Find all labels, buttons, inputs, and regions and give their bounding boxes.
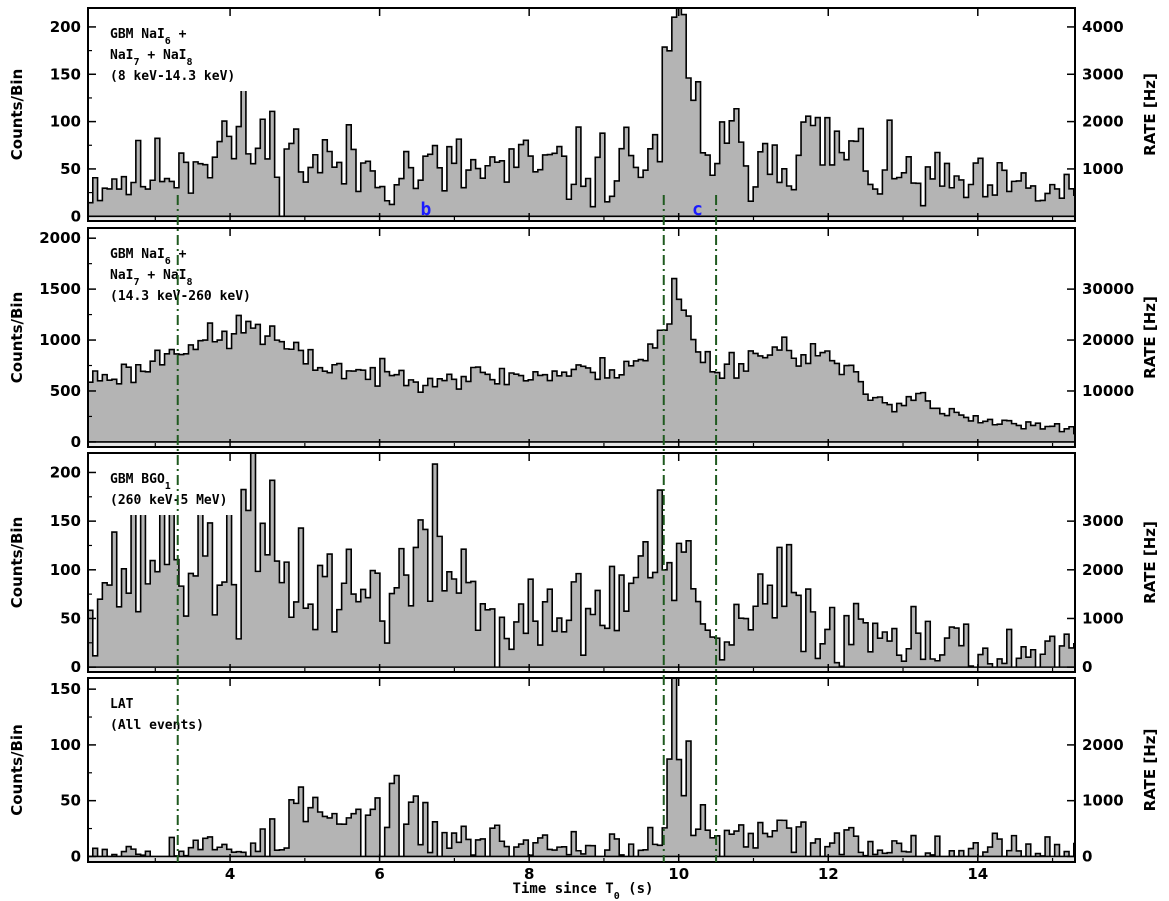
panel-label-line: NaI7 + NaI8	[110, 268, 193, 288]
y-tick-label: 200	[50, 463, 81, 481]
y-tick-label: 50	[60, 609, 81, 627]
panel-label-line: LAT	[110, 697, 134, 712]
y2-tick-label: 4000	[1082, 18, 1124, 36]
x-tick-label: 10	[668, 865, 689, 883]
x-axis: 4 6 8 10 12 14 Time since T0 (s)	[225, 865, 988, 901]
histogram-series	[88, 677, 1076, 858]
y2-axis-label: RATE [Hz]	[1141, 73, 1159, 156]
y2-tick-label: 2000	[1082, 736, 1124, 754]
y2-axis-label: RATE [Hz]	[1141, 729, 1159, 812]
x-tick-label: 6	[374, 865, 384, 883]
y-axis-label: Counts/Bin	[8, 69, 26, 161]
baseline-band	[88, 216, 1075, 221]
x-axis-label: Time since T0 (s)	[513, 881, 654, 901]
y-tick-label: 500	[50, 382, 81, 400]
y-axis-label: Counts/Bin	[8, 517, 26, 609]
histogram-series	[87, 277, 1076, 443]
y-tick-label: 0	[71, 433, 81, 451]
y2-tick-label: 2000	[1082, 113, 1124, 131]
panel-label-line: (260 keV-5 MeV)	[110, 493, 227, 508]
y2-tick-label: 1000	[1082, 609, 1124, 627]
y-tick-label: 100	[50, 736, 81, 754]
y-tick-label: 1500	[39, 280, 81, 298]
y2-tick-label: 20000	[1082, 331, 1134, 349]
panel-label-line: (All events)	[110, 718, 204, 733]
panel-label-line: (8 keV-14.3 keV)	[110, 69, 235, 84]
y-tick-label: 0	[71, 847, 81, 865]
y-tick-label: 150	[50, 65, 81, 83]
panel-label-line: GBM NaI6 +	[110, 27, 187, 47]
panel-label-box	[105, 238, 271, 311]
panel-label-box	[105, 18, 255, 91]
y-tick-label: 50	[60, 792, 81, 810]
panel-frame	[87, 677, 1076, 863]
y2-axis-label: RATE [Hz]	[1141, 296, 1159, 379]
y-tick-label: 200	[50, 18, 81, 36]
y-tick-label: 100	[50, 113, 81, 131]
x-tick-label: 8	[524, 865, 534, 883]
vertical-dashdot-lines	[176, 195, 718, 862]
panel-label-line: GBM BGO1	[110, 472, 171, 492]
panel-label-line: GBM NaI6 +	[110, 247, 187, 267]
x-tick-label: 4	[225, 865, 235, 883]
y2-tick-label: 30000	[1082, 280, 1134, 298]
y2-axis-label: RATE [Hz]	[1141, 521, 1159, 604]
panel-1: 0 50 100 150 200 1000 2000 3000 4000 Counts/Bin RA…	[8, 7, 1159, 225]
x-tick-label: 12	[818, 865, 839, 883]
baseline-band	[88, 856, 1075, 862]
y2-tick-label: 0	[1082, 847, 1092, 865]
y-tick-label: 100	[50, 561, 81, 579]
x-tick-label: 14	[967, 865, 988, 883]
y-tick-label: 50	[60, 160, 81, 178]
y-tick-label: 150	[50, 680, 81, 698]
panel-label-line: NaI7 + NaI8	[110, 48, 193, 68]
baseline-band	[88, 441, 1075, 447]
y2-tick-label: 3000	[1082, 512, 1124, 530]
baseline-band	[88, 667, 1075, 672]
panel-label-box	[105, 463, 239, 515]
panel-label-line: (14.3 keV-260 keV)	[110, 289, 251, 304]
y2-tick-label: 10000	[1082, 382, 1134, 400]
histogram-series	[87, 7, 1076, 218]
y2-tick-label: 3000	[1082, 65, 1124, 83]
y2-tick-label: 1000	[1082, 792, 1124, 810]
panel-frame	[87, 452, 1076, 673]
point-label-c: c	[692, 199, 703, 220]
y-axis-label: Counts/Bin	[8, 292, 26, 384]
y-tick-label: 1000	[39, 331, 81, 349]
y-tick-label: 0	[71, 207, 81, 225]
y2-tick-label: 2000	[1082, 561, 1124, 579]
panel-frame	[87, 227, 1076, 448]
y2-tick-label: 1000	[1082, 160, 1124, 178]
panel-4: 0 50 100 150 0 1000 2000 Counts/Bin RATE [Hz] LAT…	[8, 677, 1159, 865]
y-axis-label: Counts/Bin	[8, 724, 26, 816]
y-tick-label: 150	[50, 512, 81, 530]
panel-2: 0 500 1000 1500 2000 10000 20000 30000 Counts/Bi…	[8, 227, 1159, 451]
panel-frame	[87, 7, 1076, 222]
y-tick-label: 2000	[39, 229, 81, 247]
panel-label-box	[105, 688, 215, 740]
point-label-b: b	[421, 199, 432, 220]
y-tick-label: 0	[71, 658, 81, 676]
y2-tick-label: 0	[1082, 658, 1092, 676]
